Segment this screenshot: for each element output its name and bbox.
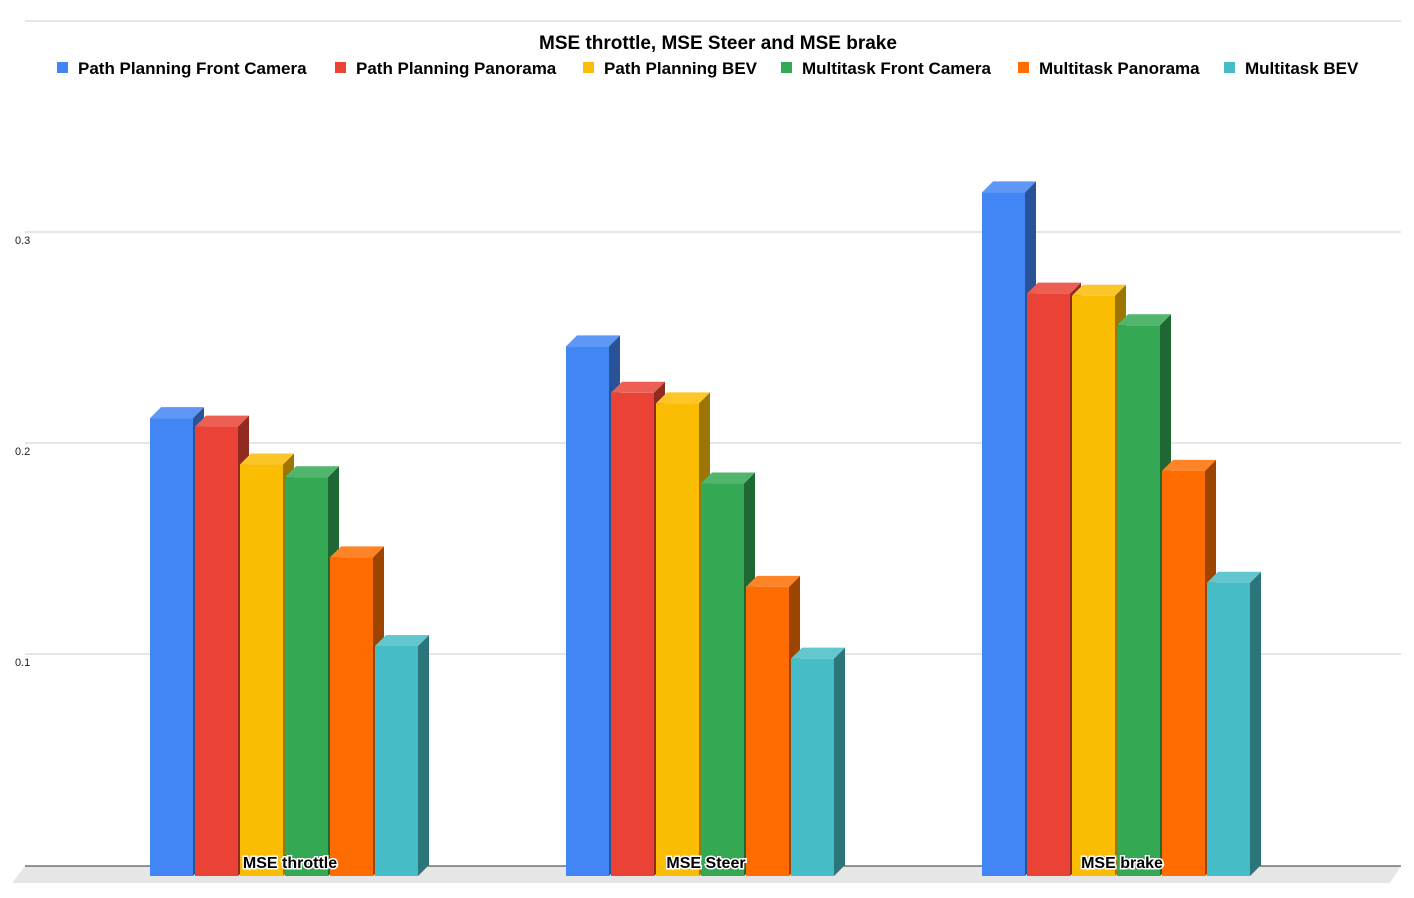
- legend-label: Multitask BEV: [1245, 59, 1359, 78]
- legend-swatch: [57, 62, 68, 73]
- bar-front: [701, 483, 744, 876]
- category-label: MSE Steer: [666, 855, 745, 872]
- bar-front: [240, 464, 283, 876]
- bar-front: [375, 646, 418, 876]
- legend-swatch: [781, 62, 792, 73]
- bar-front: [1117, 325, 1160, 876]
- bars: [150, 181, 1261, 877]
- bar-top: [1162, 459, 1216, 471]
- bar-side: [418, 635, 429, 876]
- bar-front: [330, 557, 373, 876]
- legend-label: Multitask Front Camera: [802, 59, 991, 78]
- category-label: MSE brake: [1081, 855, 1163, 872]
- bar-front: [656, 403, 699, 876]
- bar: [1207, 571, 1261, 876]
- category-labels: MSE throttle MSE Steer MSE brake: [241, 854, 1164, 874]
- legend-swatch: [335, 62, 346, 73]
- bar-top: [982, 181, 1036, 193]
- bar-top: [701, 472, 755, 484]
- y-tick-label: 0.2: [15, 446, 30, 458]
- bar-top: [150, 407, 204, 419]
- bar-front: [1072, 295, 1115, 876]
- bar-front: [150, 418, 193, 876]
- legend-label: Multitask Panorama: [1039, 59, 1200, 78]
- legend-label: Path Planning Front Camera: [78, 59, 307, 78]
- bar-front: [791, 658, 834, 876]
- bar-top: [1207, 571, 1261, 583]
- y-tick-label: 0.1: [15, 657, 30, 669]
- bar-top: [656, 392, 710, 404]
- bar: [150, 407, 204, 876]
- bar-front: [1162, 470, 1205, 876]
- y-axis: 0.1 0.2 0.3: [15, 235, 30, 669]
- bar-top: [746, 575, 800, 587]
- legend-label: Path Planning BEV: [604, 59, 758, 78]
- legend-label: Path Planning Panorama: [356, 59, 557, 78]
- chart-title: MSE throttle, MSE Steer and MSE brake: [539, 33, 897, 54]
- bar-front: [1207, 582, 1250, 876]
- legend-swatch: [1224, 62, 1235, 73]
- bar-front: [285, 477, 328, 876]
- bar: [375, 635, 429, 876]
- legend-swatch: [583, 62, 594, 73]
- bar-front: [1027, 293, 1070, 876]
- bar-top: [195, 415, 249, 427]
- bar-front: [746, 586, 789, 876]
- bar-top: [1072, 284, 1126, 296]
- bar-front: [982, 192, 1025, 877]
- bar-top: [1027, 282, 1081, 294]
- bar-top: [1117, 314, 1171, 326]
- bar-top: [375, 635, 429, 647]
- bar-top: [566, 335, 620, 347]
- legend-swatch: [1018, 62, 1029, 73]
- legend: Path Planning Front Camera Path Planning …: [57, 59, 1359, 78]
- bar-top: [285, 466, 339, 478]
- bar-front: [611, 392, 654, 876]
- category-label: MSE throttle: [243, 855, 337, 872]
- bar: [791, 647, 845, 876]
- bar-top: [791, 647, 845, 659]
- bar-top: [611, 381, 665, 393]
- bar-front: [566, 346, 609, 876]
- bar-side: [834, 647, 845, 876]
- y-tick-label: 0.3: [15, 235, 30, 247]
- bar-front: [195, 426, 238, 876]
- bar-top: [240, 453, 294, 465]
- bar-side: [1250, 571, 1261, 876]
- bar-top: [330, 546, 384, 558]
